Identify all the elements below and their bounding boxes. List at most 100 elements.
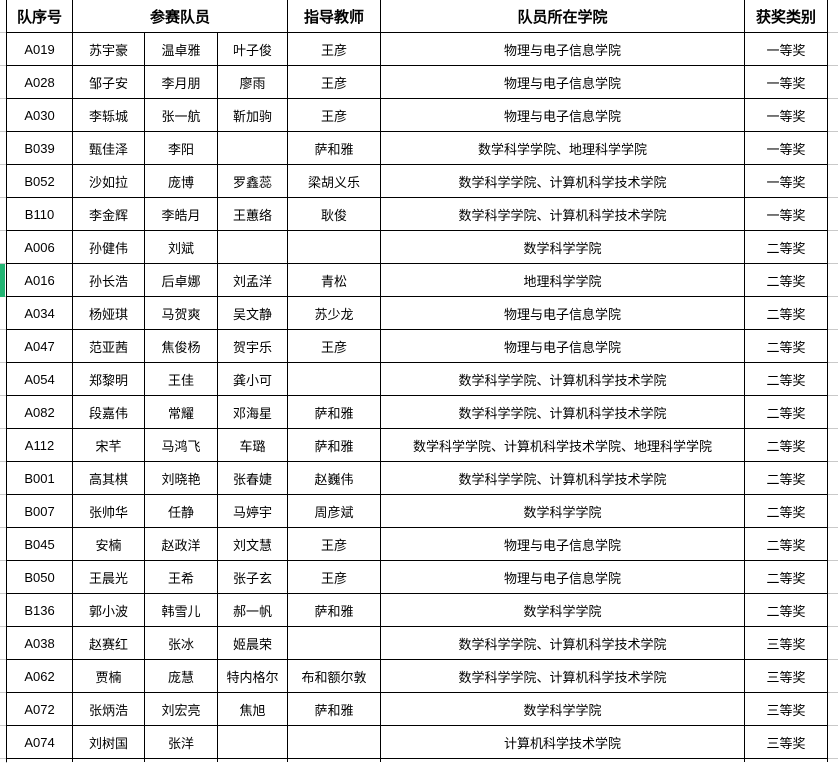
cell-award[interactable]: 一等奖 (744, 131, 828, 165)
cell-college[interactable]: 物理与电子信息学院 (380, 296, 745, 330)
cell-member-3[interactable] (217, 131, 288, 165)
cell-college[interactable]: 物理与电子信息学院 (380, 527, 745, 561)
cell-award[interactable]: 二等奖 (744, 560, 828, 594)
cell-member-3[interactable]: 张春婕 (217, 461, 288, 495)
cell-member-3[interactable]: 车璐 (217, 428, 288, 462)
cell-member-1[interactable]: 宋芊 (72, 428, 145, 462)
header-college[interactable]: 队员所在学院 (380, 0, 745, 33)
cell-award[interactable]: 三等奖 (744, 626, 828, 660)
cell-team-id[interactable]: A072 (6, 692, 73, 726)
cell-team-id[interactable]: A028 (6, 65, 73, 99)
cell-team-id[interactable]: B045 (6, 527, 73, 561)
cell-advisor[interactable]: 苏少龙 (287, 296, 381, 330)
cell-member-1[interactable]: 邹子安 (72, 65, 145, 99)
cell-college[interactable]: 数学科学学院、计算机科学技术学院 (380, 362, 745, 396)
cell-team-id[interactable]: B136 (6, 593, 73, 627)
cell-award[interactable]: 二等奖 (744, 527, 828, 561)
cell-team-id[interactable]: B050 (6, 560, 73, 594)
cell-college[interactable]: 物理与电子信息学院 (380, 32, 745, 66)
cell-member-1[interactable]: 张炳浩 (72, 692, 145, 726)
cell-member-2[interactable]: 张冰 (144, 626, 218, 660)
cell-advisor[interactable]: 青松 (287, 263, 381, 297)
cell-advisor[interactable] (287, 362, 381, 396)
cell-advisor[interactable]: 王彦 (287, 329, 381, 363)
cell-member-3[interactable]: 马婷宇 (217, 494, 288, 528)
cell-advisor[interactable]: 王彦 (287, 32, 381, 66)
cell-advisor[interactable]: 周彦斌 (287, 494, 381, 528)
cell-college[interactable]: 数学科学学院 (380, 692, 745, 726)
cell-team-id[interactable]: A034 (6, 296, 73, 330)
cell-award[interactable]: 二等奖 (744, 296, 828, 330)
cell-member-2[interactable]: 常耀 (144, 395, 218, 429)
cell-member-1[interactable]: 孙健伟 (72, 230, 145, 264)
cell-member-2[interactable]: 马鸿飞 (144, 428, 218, 462)
cell-member-3[interactable]: 叶子俊 (217, 32, 288, 66)
cell-award[interactable]: 二等奖 (744, 263, 828, 297)
cell-member-1[interactable]: 甄佳泽 (72, 131, 145, 165)
cell-member-2[interactable]: 赵政洋 (144, 527, 218, 561)
cell-member-2[interactable]: 马贺爽 (144, 296, 218, 330)
cell-member-2[interactable]: 韩雪儿 (144, 593, 218, 627)
cell-member-1[interactable]: 赵赛红 (72, 626, 145, 660)
cell-member-2[interactable]: 李皓月 (144, 197, 218, 231)
cell-team-id[interactable]: A054 (6, 362, 73, 396)
cell-award[interactable]: 二等奖 (744, 230, 828, 264)
cell-advisor[interactable] (287, 725, 381, 759)
cell-advisor[interactable]: 萨和雅 (287, 593, 381, 627)
cell-advisor[interactable]: 王彦 (287, 527, 381, 561)
cell-member-1[interactable]: 刘树国 (72, 725, 145, 759)
cell-member-1[interactable]: 李金辉 (72, 197, 145, 231)
cell-member-3[interactable]: 焦旭 (217, 692, 288, 726)
cell-member-2[interactable]: 任静 (144, 494, 218, 528)
cell-member-2[interactable]: 庞博 (144, 164, 218, 198)
cell-award[interactable]: 三等奖 (744, 725, 828, 759)
cell-advisor[interactable]: 萨和雅 (287, 692, 381, 726)
cell-team-id[interactable]: A038 (6, 626, 73, 660)
cell-advisor[interactable]: 耿俊 (287, 197, 381, 231)
cell-member-2[interactable]: 刘宏亮 (144, 692, 218, 726)
cell-team-id[interactable]: A016 (6, 263, 73, 297)
cell-advisor[interactable]: 萨和雅 (287, 131, 381, 165)
cell-team-id[interactable]: A112 (6, 428, 73, 462)
cell-award[interactable]: 二等奖 (744, 395, 828, 429)
cell-college[interactable]: 计算机科学技术学院 (380, 725, 745, 759)
cell-award[interactable]: 一等奖 (744, 65, 828, 99)
cell-award[interactable]: 三等奖 (744, 659, 828, 693)
cell-advisor[interactable]: 王彦 (287, 560, 381, 594)
cell-advisor[interactable]: 萨和雅 (287, 428, 381, 462)
cell-member-3[interactable]: 特内格尔 (217, 659, 288, 693)
cell-college[interactable]: 物理与电子信息学院 (380, 329, 745, 363)
cell-advisor[interactable]: 赵巍伟 (287, 461, 381, 495)
cell-award[interactable]: 三等奖 (744, 692, 828, 726)
cell-member-3[interactable] (217, 230, 288, 264)
cell-member-1[interactable]: 杨娅琪 (72, 296, 145, 330)
cell-member-2[interactable]: 后卓娜 (144, 263, 218, 297)
cell-member-3[interactable]: 刘孟洋 (217, 263, 288, 297)
cell-award[interactable]: 二等奖 (744, 428, 828, 462)
cell-award[interactable]: 一等奖 (744, 197, 828, 231)
cell-award[interactable]: 一等奖 (744, 98, 828, 132)
cell-member-3[interactable]: 贺宇乐 (217, 329, 288, 363)
cell-team-id[interactable]: A082 (6, 395, 73, 429)
cell-member-3[interactable]: 邓海星 (217, 395, 288, 429)
cell-member-3[interactable]: 郝一帆 (217, 593, 288, 627)
cell-member-2[interactable]: 张一航 (144, 98, 218, 132)
cell-college[interactable]: 地理科学学院 (380, 263, 745, 297)
cell-team-id[interactable]: A019 (6, 32, 73, 66)
cell-award[interactable]: 二等奖 (744, 593, 828, 627)
cell-team-id[interactable]: A047 (6, 329, 73, 363)
cell-member-3[interactable]: 龚小可 (217, 362, 288, 396)
cell-college[interactable]: 物理与电子信息学院 (380, 98, 745, 132)
cell-member-2[interactable]: 王佳 (144, 362, 218, 396)
cell-team-id[interactable]: A030 (6, 98, 73, 132)
cell-college[interactable]: 数学科学学院、计算机科学技术学院、地理科学学院 (380, 428, 745, 462)
cell-award[interactable]: 二等奖 (744, 461, 828, 495)
cell-member-2[interactable]: 张洋 (144, 725, 218, 759)
cell-advisor[interactable]: 王彦 (287, 65, 381, 99)
cell-college[interactable]: 物理与电子信息学院 (380, 560, 745, 594)
cell-member-2[interactable]: 李阳 (144, 131, 218, 165)
cell-advisor[interactable]: 王彦 (287, 98, 381, 132)
cell-member-2[interactable]: 王希 (144, 560, 218, 594)
cell-member-2[interactable]: 李月朋 (144, 65, 218, 99)
cell-member-2[interactable]: 刘斌 (144, 230, 218, 264)
